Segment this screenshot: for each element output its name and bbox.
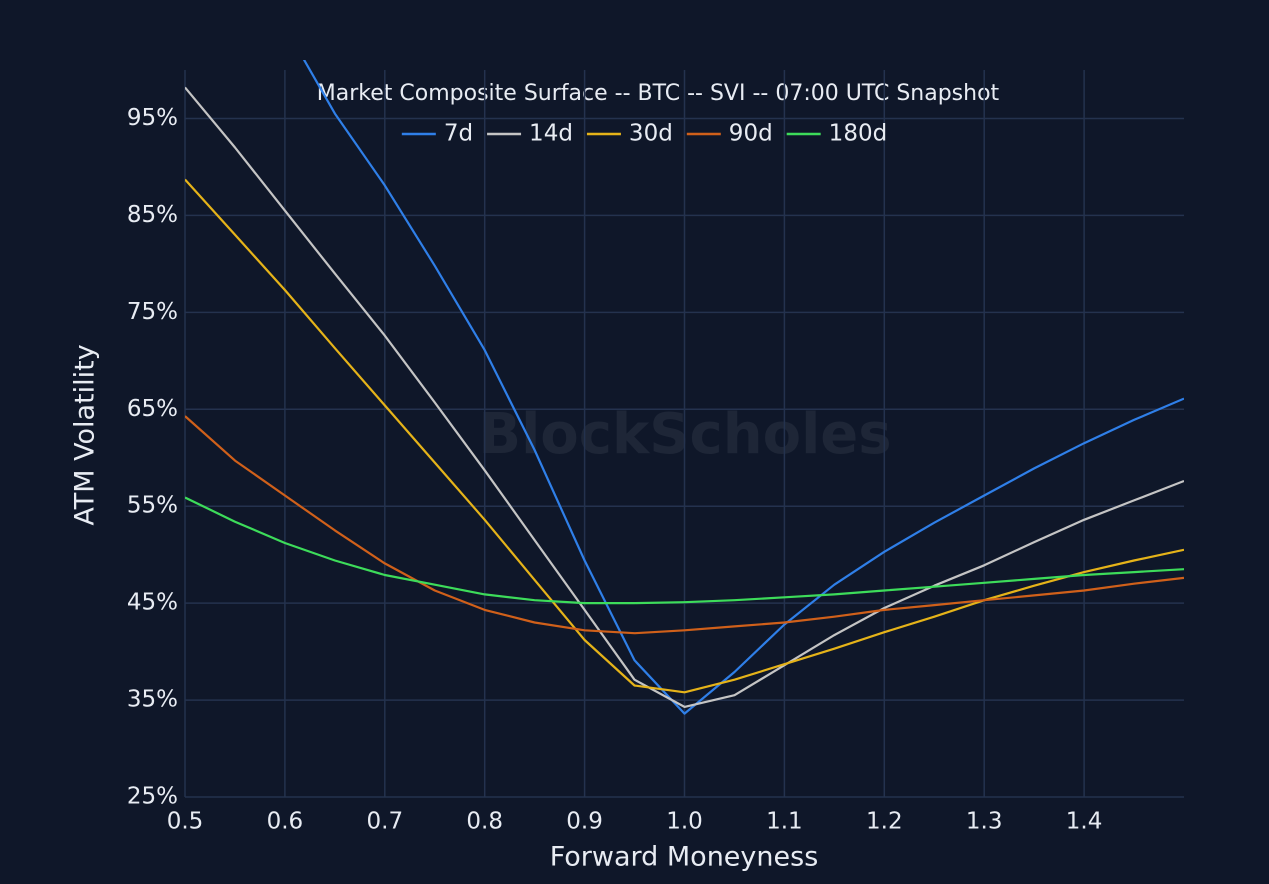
legend-label: 7d [444, 121, 473, 147]
y-tick-label: 25% [127, 784, 178, 810]
y-tick-label: 55% [127, 493, 178, 519]
legend-label: 180d [829, 121, 888, 147]
x-tick-label: 1.0 [666, 809, 703, 835]
y-axis-title: ATM Volatility [70, 344, 101, 525]
series-line [302, 60, 1184, 715]
x-tick-label: 0.5 [167, 809, 204, 835]
x-tick-label: 0.7 [367, 809, 404, 835]
plot-lines [185, 60, 1184, 715]
y-tick-label: 45% [127, 590, 178, 616]
x-tick-label: 1.1 [766, 809, 803, 835]
x-tick-label: 1.3 [966, 809, 1003, 835]
series-line [185, 86, 1184, 708]
series-line [185, 415, 1184, 635]
legend-label: 30d [629, 121, 673, 147]
legend-label: 14d [529, 121, 573, 147]
x-tick-label: 1.2 [866, 809, 903, 835]
y-tick-label: 65% [127, 396, 178, 422]
x-tick-label: 0.9 [566, 809, 603, 835]
x-tick-label: 0.6 [267, 809, 304, 835]
y-tick-label: 95% [127, 105, 178, 131]
chart-title: Market Composite Surface -- BTC -- SVI -… [317, 81, 1000, 106]
y-tick-label: 75% [127, 299, 178, 325]
series-line [185, 496, 1184, 605]
x-tick-label: 1.4 [1066, 809, 1103, 835]
x-axis-title: Forward Moneyness [550, 842, 819, 873]
legend-label: 90d [729, 121, 773, 147]
grid [184, 70, 1184, 798]
y-tick-label: 35% [127, 687, 178, 713]
y-tick-label: 85% [127, 202, 178, 228]
legend: 7d 14d 30d 90d 180d [401, 121, 888, 147]
x-tick-label: 0.8 [466, 809, 503, 835]
series-line [185, 178, 1184, 694]
